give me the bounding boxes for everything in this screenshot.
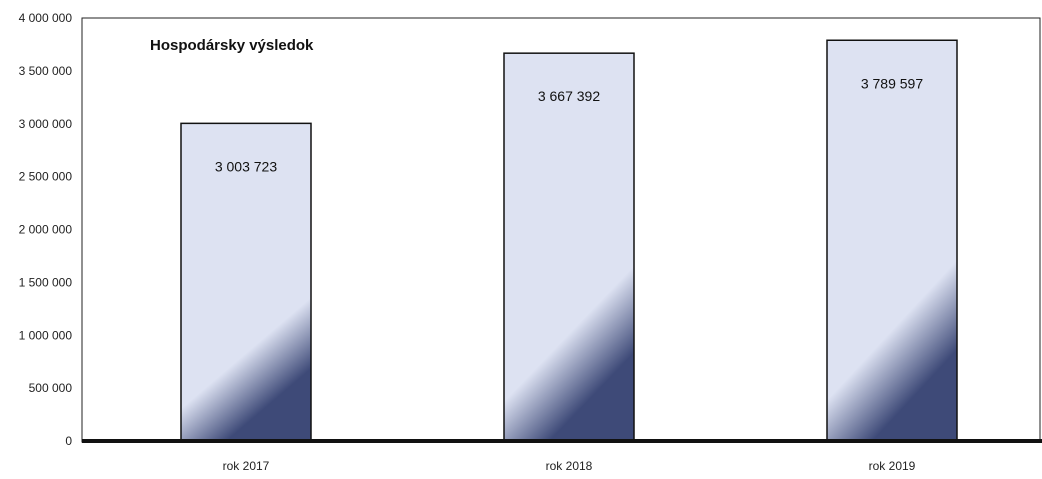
y-tick-label: 2 000 000: [19, 223, 73, 237]
y-tick-label: 3 000 000: [19, 117, 73, 131]
x-axis-baseline: [82, 439, 1042, 443]
y-tick-label: 1 000 000: [19, 328, 73, 342]
y-tick-label: 2 500 000: [19, 170, 73, 184]
bar: [826, 39, 958, 442]
bar: [503, 52, 635, 442]
y-tick-label: 1 500 000: [19, 275, 73, 289]
x-category-label: rok 2019: [869, 459, 916, 473]
y-tick-label: 0: [65, 434, 72, 448]
x-category-label: rok 2017: [223, 459, 270, 473]
y-tick-label: 500 000: [29, 381, 73, 395]
data-label: 3 667 392: [538, 88, 600, 104]
y-tick-label: 3 500 000: [19, 64, 73, 78]
x-category-label: rok 2018: [546, 459, 593, 473]
chart-title: Hospodársky výsledok: [150, 37, 314, 54]
data-label: 3 003 723: [215, 158, 277, 174]
bar: [180, 122, 312, 442]
data-label: 3 789 597: [861, 75, 923, 91]
y-tick-label: 4 000 000: [19, 11, 73, 25]
